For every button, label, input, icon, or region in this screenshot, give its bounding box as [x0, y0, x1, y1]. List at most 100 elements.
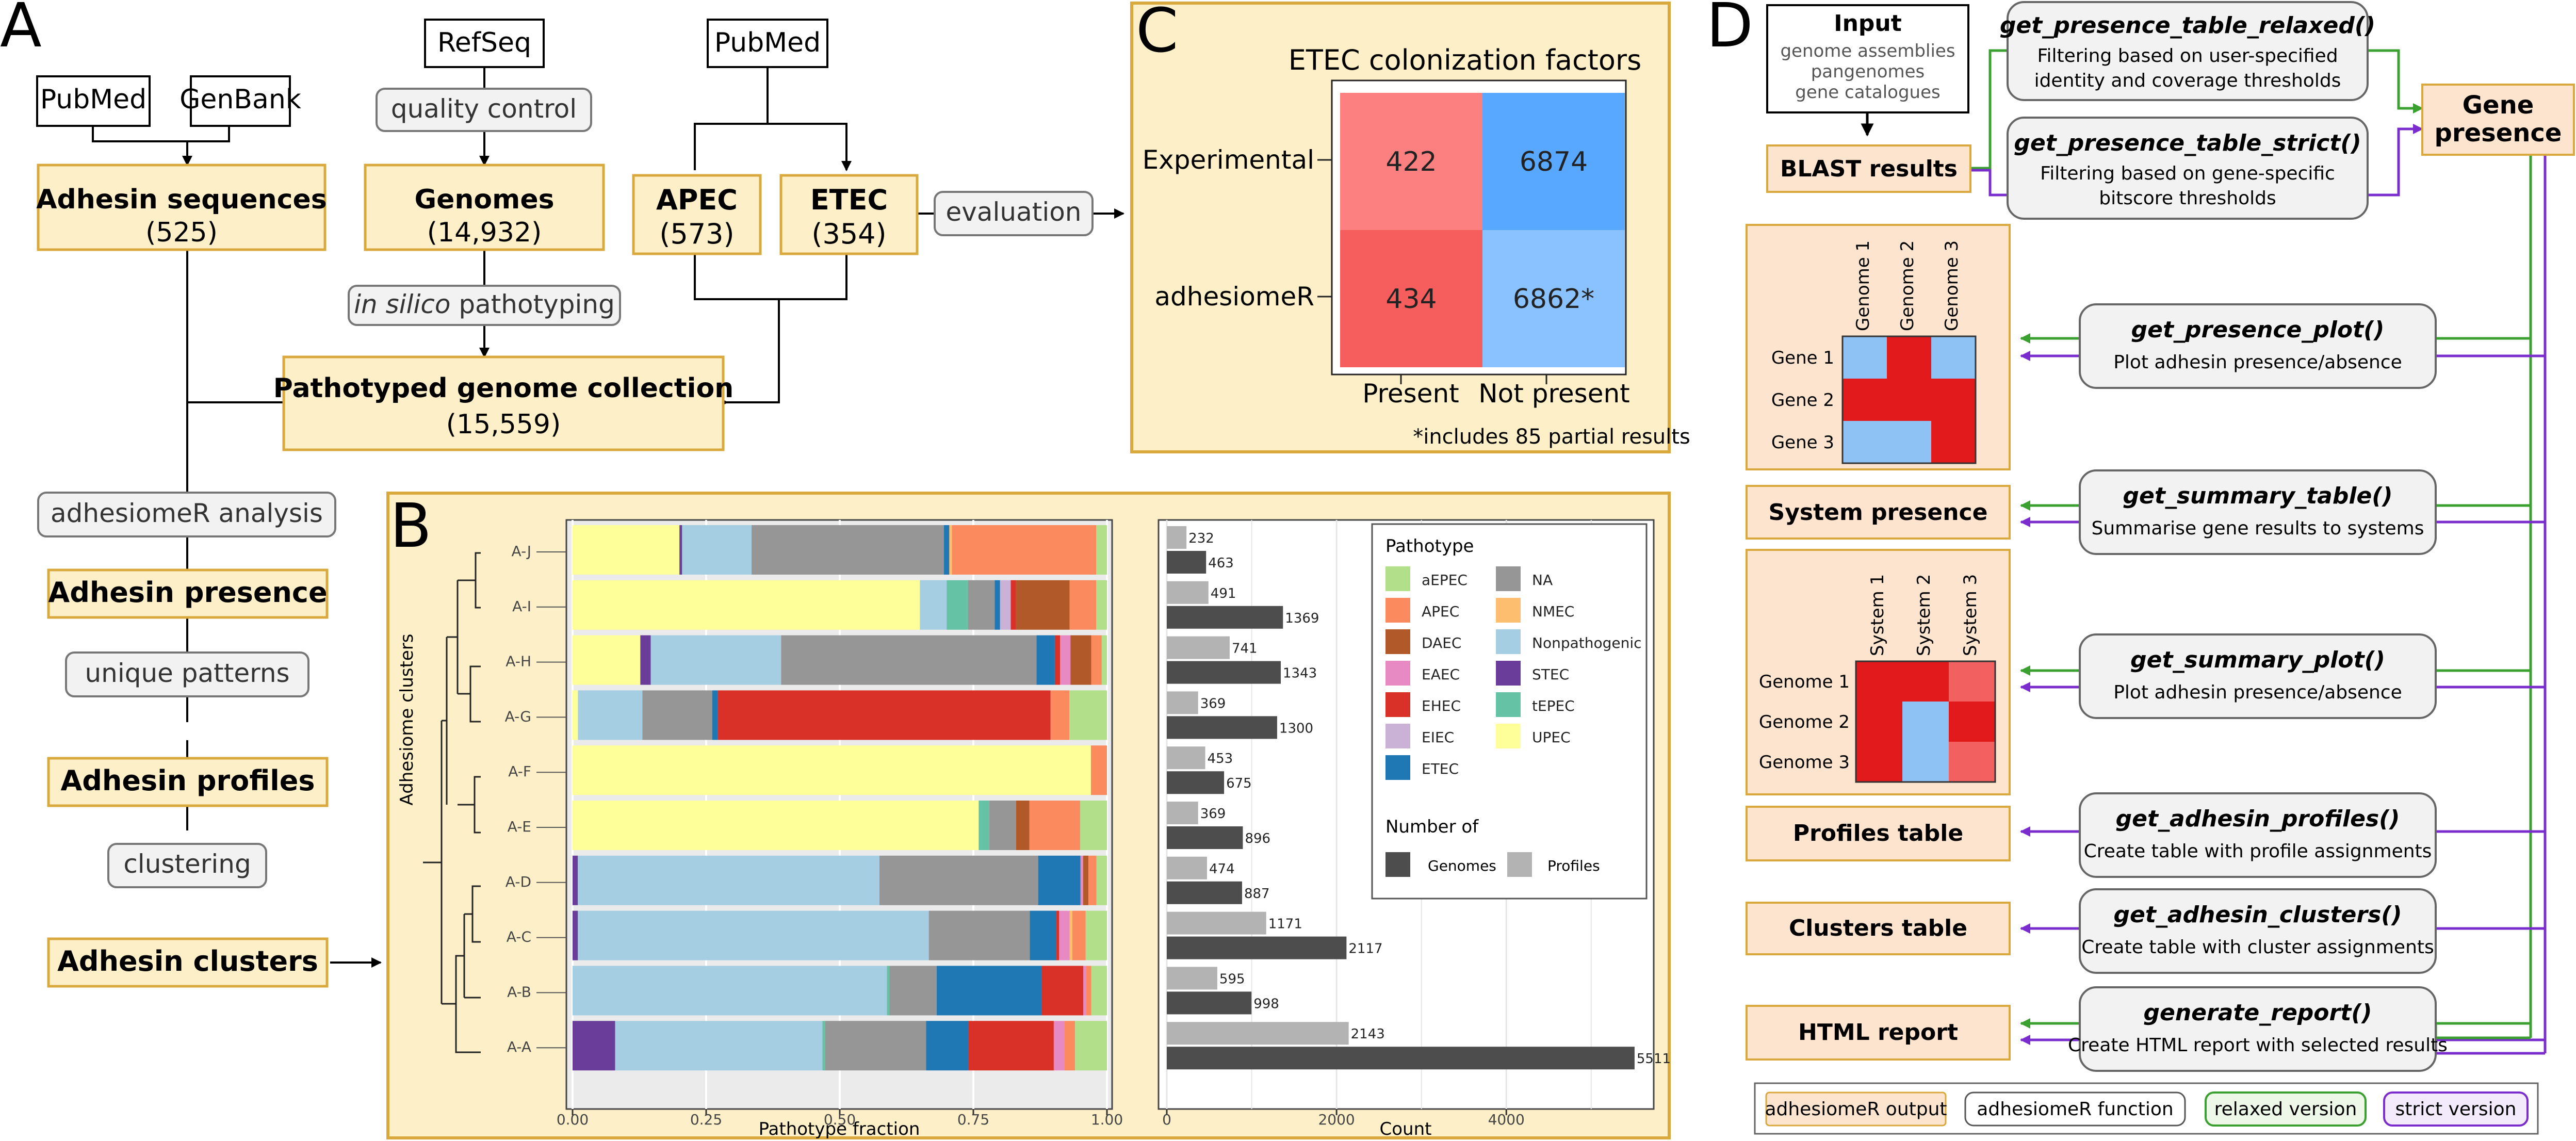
panel-label-d: D	[1706, 0, 1753, 61]
svg-text:pangenomes: pangenomes	[1811, 61, 1925, 82]
dendrogram	[423, 552, 481, 1053]
frac-bar-segment	[1016, 580, 1070, 630]
panel-b: B Adhesiome clusters A-J A-I A-H A-G A-F A-E A…	[386, 490, 1671, 1139]
svg-text:generate_report(): generate_report()	[2144, 1000, 2372, 1026]
frac-bar-segment	[573, 801, 979, 850]
svg-text:get_presence_table_relaxed(): get_presence_table_relaxed()	[2000, 12, 2375, 39]
label-quality-control: quality control	[376, 88, 592, 132]
heatmap-title: ETEC colonization factors	[1289, 44, 1641, 76]
frac-bar-segment	[573, 1021, 615, 1071]
svg-text:gene catalogues: gene catalogues	[1795, 82, 1940, 103]
heatmap-cell-value: 422	[1385, 146, 1437, 177]
x-axis-label-count: Count	[1380, 1119, 1432, 1139]
frac-bar-segment	[1059, 910, 1070, 960]
svg-text:RefSeq: RefSeq	[437, 27, 531, 58]
frac-bar-segment	[1069, 690, 1107, 740]
heatmap-col-label: System 1	[1867, 574, 1888, 656]
legend-label: NA	[1532, 572, 1553, 589]
cluster-label: A-A	[507, 1038, 531, 1055]
svg-text:Adhesin clusters: Adhesin clusters	[57, 945, 318, 977]
box-etec: ETEC (354)	[779, 174, 919, 255]
box-adhesin-profiles: Adhesin profiles	[47, 757, 329, 807]
svg-text:Plot adhesin presence/absence: Plot adhesin presence/absence	[2113, 682, 2402, 703]
fn-get-presence-plot: get_presence_plot() Plot adhesin presenc…	[2079, 303, 2437, 389]
legend-swatch	[1385, 629, 1410, 654]
profiles-value: 2143	[1351, 1026, 1385, 1042]
legend-title-pathotype: Pathotype	[1385, 536, 1474, 557]
genomes-value: 675	[1226, 776, 1252, 791]
svg-text:adhesiomeR analysis: adhesiomeR analysis	[51, 498, 323, 528]
heatmap-cell	[1482, 230, 1625, 367]
fn-generate-report: generate_report() Create HTML report wit…	[2068, 986, 2448, 1072]
heatmap-cell	[1902, 702, 1949, 742]
box-genbank: GenBank	[180, 75, 301, 127]
box-blast-results: BLAST results	[1766, 144, 1971, 193]
panel-label-a: A	[0, 0, 42, 61]
heatmap-cell	[1949, 661, 1995, 702]
profiles-bar	[1167, 911, 1266, 935]
svg-text:PubMed: PubMed	[40, 84, 146, 115]
svg-text:presence: presence	[2435, 119, 2562, 148]
legend-function-swatch	[1964, 1091, 2186, 1127]
frac-bar-segment	[718, 690, 1051, 740]
cluster-label: A-H	[506, 653, 531, 670]
frac-bar-segment	[1010, 580, 1016, 630]
profiles-value: 232	[1188, 531, 1214, 546]
legend-label: EIEC	[1422, 729, 1454, 746]
frac-bar-segment	[578, 690, 643, 740]
profiles-bar	[1167, 856, 1208, 879]
profiles-bar	[1167, 526, 1187, 549]
frac-bar-segment	[1083, 966, 1086, 1016]
svg-text:get_adhesin_clusters(): get_adhesin_clusters()	[2114, 902, 2402, 928]
svg-text:Input: Input	[1834, 10, 1902, 37]
heatmap-cell	[1887, 379, 1931, 421]
cluster-label: A-F	[508, 763, 531, 780]
svg-text:Filtering based on user-specif: Filtering based on user-specified	[2037, 45, 2338, 67]
cluster-label: A-I	[512, 598, 531, 615]
cluster-label: A-B	[507, 983, 531, 1000]
box-clusters-table: Clusters table	[1746, 902, 2011, 955]
frac-bar-segment	[1072, 910, 1086, 960]
box-genomes: Genomes (14,932)	[364, 164, 605, 251]
panel-d-legend: adhesiomeR output adhesiomeR function re…	[1754, 1082, 2539, 1135]
genomes-bar	[1167, 606, 1283, 629]
frac-bar-segment	[1083, 855, 1089, 905]
profiles-bar	[1167, 802, 1198, 824]
frac-bar-segment	[712, 690, 718, 740]
frac-bar-segment	[989, 801, 1016, 850]
frac-bar-segment	[1070, 635, 1091, 685]
svg-text:unique patterns: unique patterns	[85, 658, 289, 688]
genomes-bar	[1167, 991, 1252, 1015]
heatmap-gene-presence: Genome 1 Genome 2 Genome 3 Gene 1 Gene 2 Gene…	[1746, 224, 2011, 470]
heatmap-cell-value: 434	[1385, 284, 1437, 315]
frac-bar-segment	[887, 966, 890, 1016]
legend-strict-swatch	[2383, 1091, 2529, 1127]
frac-bar-segment	[573, 910, 578, 960]
frac-bar-segment	[650, 635, 781, 685]
legend-swatch	[1385, 566, 1410, 591]
frac-bar-segment	[679, 525, 682, 575]
frac-bar-segment	[1091, 635, 1102, 685]
profiles-value: 474	[1209, 861, 1235, 877]
genomes-value: 1300	[1279, 721, 1313, 736]
frac-bar-segment	[1000, 580, 1011, 630]
frac-bar-segment	[1096, 580, 1107, 630]
svg-text:Adhesin presence: Adhesin presence	[48, 576, 327, 609]
cluster-label: A-D	[506, 873, 531, 890]
legend-swatch	[1385, 724, 1410, 748]
fn-get-presence-table-relaxed: get_presence_table_relaxed() Filtering b…	[2000, 1, 2375, 101]
svg-text:(15,559): (15,559)	[446, 409, 561, 440]
cluster-label: A-C	[507, 928, 531, 946]
frac-bar-segment	[968, 1021, 1054, 1071]
heatmap-cell	[1340, 230, 1482, 367]
heatmap-note: *includes 85 partial results	[1413, 425, 1690, 449]
legend-output-label: adhesiomeR output	[1765, 1099, 1947, 1120]
cluster-label: A-G	[505, 708, 531, 725]
frac-bar-segment	[573, 580, 920, 630]
frac-bar-segment	[682, 525, 752, 575]
svg-text:Plot adhesin presence/absence: Plot adhesin presence/absence	[2113, 352, 2402, 373]
svg-text:PubMed: PubMed	[714, 27, 821, 58]
panel-c: C ETEC colonization factors 422 6874 434 68…	[1130, 0, 1690, 453]
panel-label-c: C	[1136, 0, 1178, 66]
